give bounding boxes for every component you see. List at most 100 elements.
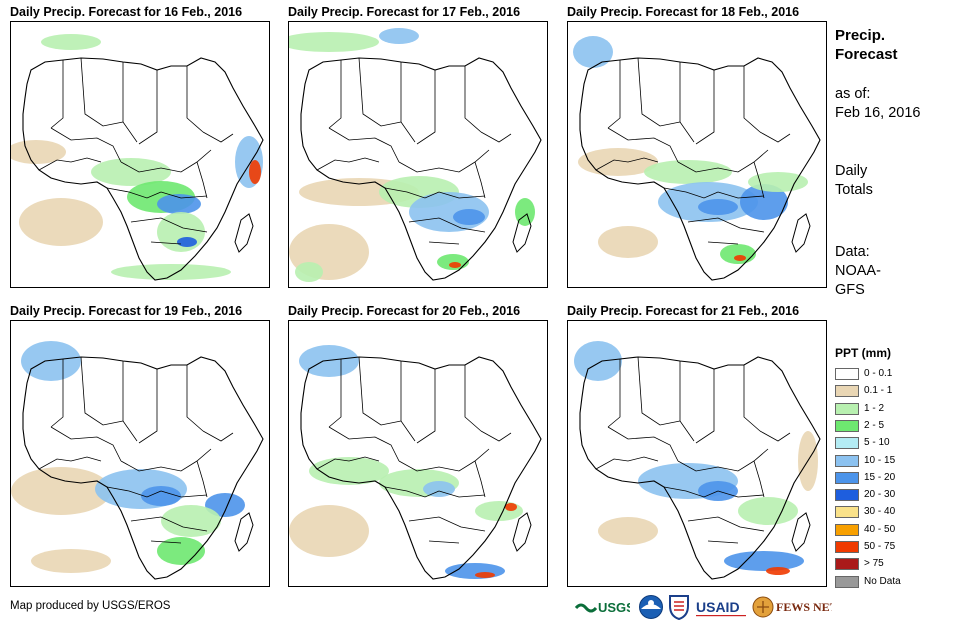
legend-swatch <box>835 506 859 519</box>
country-border <box>130 516 208 532</box>
country-border <box>384 486 440 498</box>
data-line-1: Data: <box>835 244 870 260</box>
country-border <box>416 70 436 145</box>
precip-patch <box>720 244 756 264</box>
country-border <box>687 217 765 233</box>
country-border <box>416 369 436 444</box>
heading-line-2: Forecast <box>835 46 898 63</box>
precip-patch <box>295 262 323 282</box>
country-border <box>328 60 342 129</box>
country-border <box>150 540 182 544</box>
country-border <box>328 127 400 163</box>
country-border <box>753 161 765 199</box>
country-border <box>753 460 765 498</box>
country-border <box>717 490 765 498</box>
legend-item: 40 - 50 <box>835 522 955 539</box>
heading-line-1: Precip. <box>835 27 886 44</box>
precip-patch <box>249 160 261 184</box>
precip-map-svg <box>11 34 264 281</box>
legend-swatch <box>835 523 859 536</box>
country-border <box>130 217 208 233</box>
madagascar-outline <box>791 213 811 253</box>
precip-patch <box>21 341 81 381</box>
precip-patch <box>309 457 389 485</box>
country-border <box>607 426 679 462</box>
legend-item: 15 - 20 <box>835 470 955 487</box>
precip-patch <box>289 32 379 52</box>
legend-item: 2 - 5 <box>835 418 955 435</box>
forecast-heading: Precip. Forecast <box>835 26 898 64</box>
precip-patch <box>111 264 231 280</box>
country-border <box>428 540 460 544</box>
legend-label: 10 - 15 <box>864 454 896 466</box>
country-border <box>637 357 681 426</box>
legend-label: 0 - 0.1 <box>864 368 893 379</box>
legend-item: > 75 <box>835 556 955 573</box>
precip-patch <box>91 158 171 186</box>
precip-map <box>288 21 548 288</box>
precip-patch <box>475 572 495 578</box>
country-border <box>707 540 739 544</box>
legend-swatch <box>835 402 859 415</box>
country-border <box>607 60 621 129</box>
country-border <box>474 161 486 199</box>
map-panel-17-feb: Daily Precip. Forecast for 17 Feb., 2016 <box>288 3 548 288</box>
usaid-logo-text: USAID <box>696 599 740 615</box>
precip-patch <box>379 28 419 44</box>
totals-line-1: Daily <box>835 163 868 179</box>
precip-patch <box>177 237 197 247</box>
country-border <box>408 217 486 233</box>
country-border <box>663 187 719 199</box>
country-border <box>438 191 486 199</box>
precip-patch <box>598 226 658 258</box>
legend-swatch <box>835 489 859 502</box>
legend-label: 15 - 20 <box>864 471 896 483</box>
country-border <box>398 149 490 173</box>
precip-patch <box>11 467 111 515</box>
country-border <box>316 157 380 171</box>
country-border <box>677 448 769 472</box>
country-border <box>663 486 719 498</box>
totals-line-2: Totals <box>835 182 873 198</box>
country-border <box>150 241 182 245</box>
precip-map <box>10 320 270 587</box>
map-panel-21-feb: Daily Precip. Forecast for 21 Feb., 2016 <box>567 302 827 587</box>
coastline <box>300 57 542 281</box>
country-border <box>106 187 162 199</box>
precip-patch <box>573 36 613 68</box>
legend-swatch <box>835 454 859 467</box>
precip-map <box>10 21 270 288</box>
precip-map-svg <box>573 36 821 281</box>
panel-title: Daily Precip. Forecast for 20 Feb., 2016 <box>288 304 521 318</box>
as-of-date: Feb 16, 2016 <box>835 105 921 121</box>
usaid-logo: USAID <box>696 599 746 617</box>
totals-block: Daily Totals <box>835 162 873 200</box>
precip-patch <box>205 493 245 517</box>
precip-map <box>567 320 827 587</box>
legend-label: 2 - 5 <box>864 419 885 431</box>
country-border <box>122 62 138 143</box>
precip-patch <box>738 497 798 525</box>
legend-label: 0.1 - 1 <box>864 385 893 397</box>
country-border <box>186 365 204 432</box>
legend-swatch <box>835 575 859 588</box>
credit-text: Map produced by USGS/EROS <box>10 600 171 612</box>
usgs-logo: USGS <box>574 600 630 615</box>
precip-patch <box>698 199 738 215</box>
country-border <box>695 70 715 145</box>
country-border <box>106 486 162 498</box>
map-panel-20-feb: Daily Precip. Forecast for 20 Feb., 2016 <box>288 302 548 587</box>
precip-patch <box>644 160 732 184</box>
country-border <box>464 66 482 133</box>
precip-patch <box>574 341 622 381</box>
country-border <box>196 161 208 199</box>
data-line-2: NOAA- <box>835 263 881 279</box>
legend-label: 30 - 40 <box>864 506 896 518</box>
as-of-block: as of: Feb 16, 2016 <box>835 85 920 123</box>
country-border <box>186 66 204 133</box>
map-panel-19-feb: Daily Precip. Forecast for 19 Feb., 2016 <box>10 302 270 587</box>
country-border <box>743 365 761 432</box>
country-border <box>80 58 124 127</box>
panel-title: Daily Precip. Forecast for 17 Feb., 2016 <box>288 5 521 19</box>
country-border <box>120 149 212 173</box>
